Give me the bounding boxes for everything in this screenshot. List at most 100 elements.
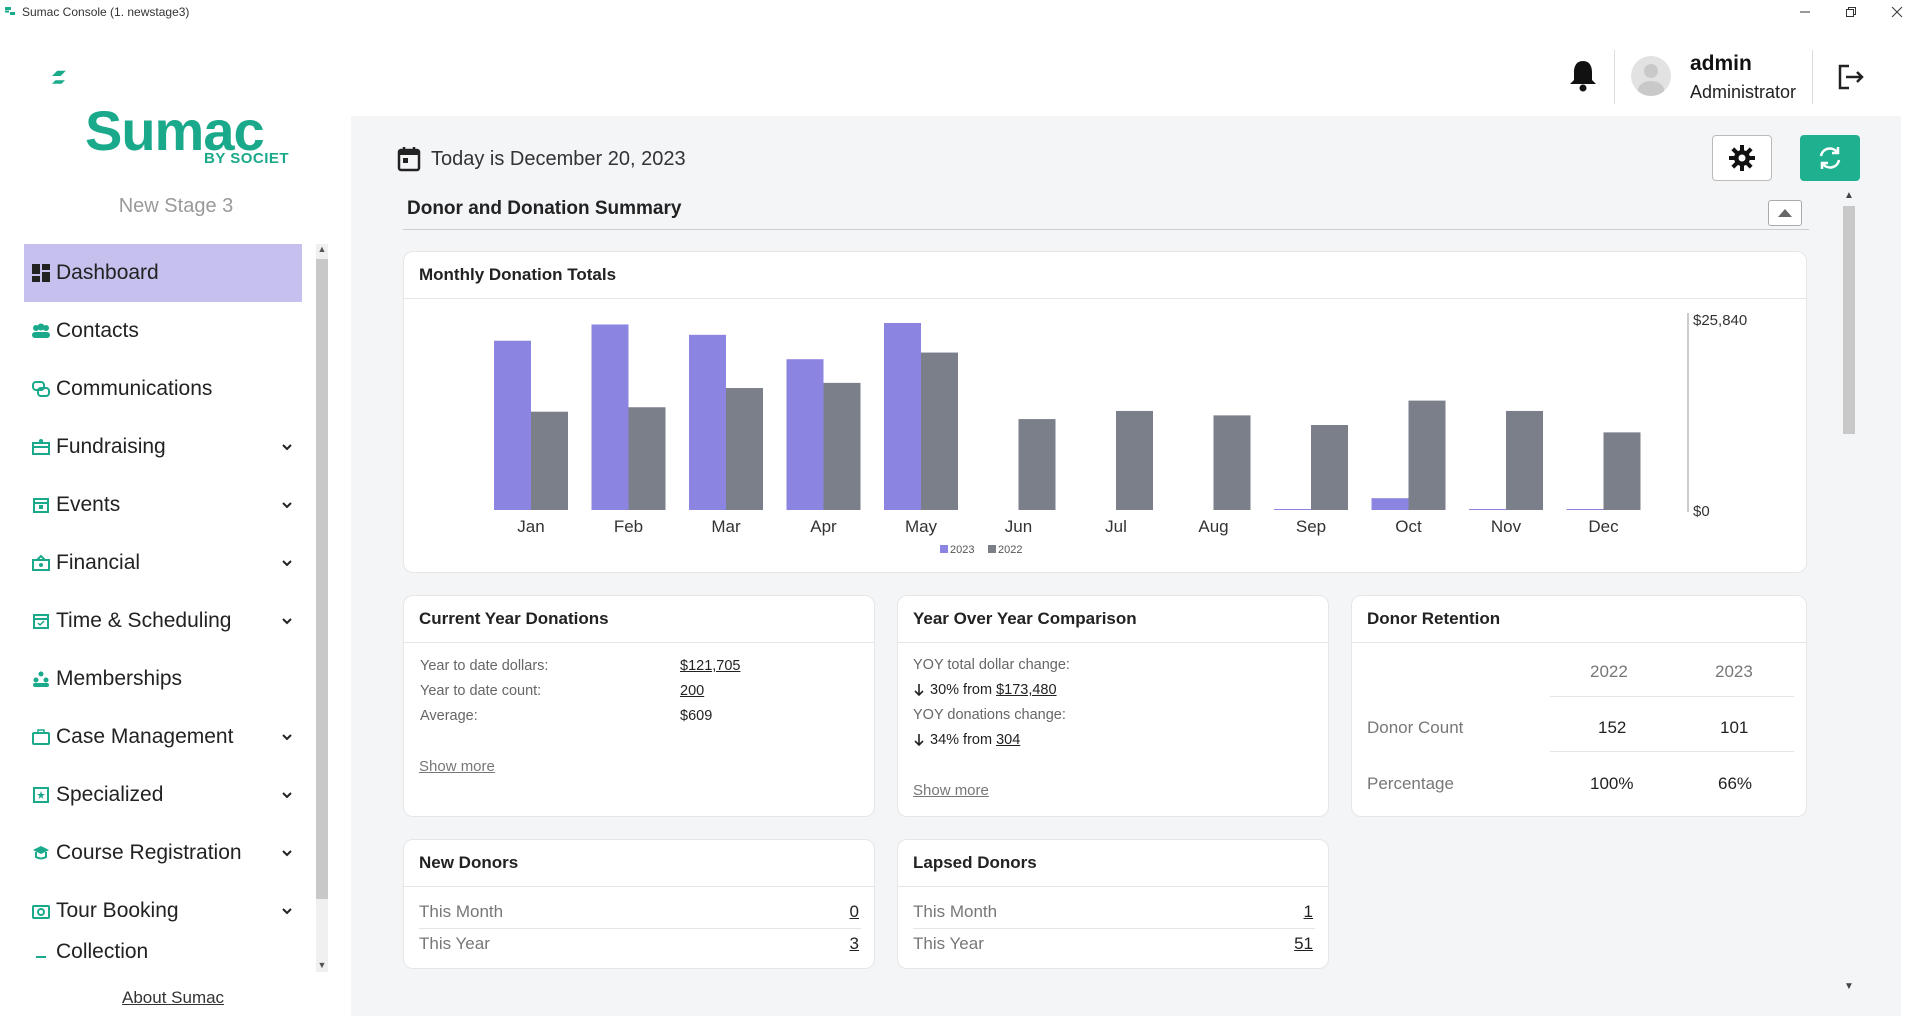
x-tick-label: Dec	[1588, 517, 1619, 536]
ytd-count-link[interactable]: 200	[680, 683, 705, 699]
app-icon	[5, 7, 15, 15]
new-donors-this-month-link[interactable]: 0	[849, 902, 859, 921]
bar-2023-sep	[1274, 509, 1311, 510]
about-sumac-link[interactable]: About Sumac	[122, 988, 225, 1007]
sidebar-item-course-registration[interactable]: Course Registration	[24, 824, 302, 882]
notification-bell-icon[interactable]	[1568, 58, 1598, 92]
scrollbar-thumb[interactable]	[1843, 206, 1855, 434]
monthly-donation-chart: Jan Feb Mar Apr May Jun Jul Aug Sep Oct Nov Dec $25,…	[494, 312, 1747, 556]
sidebar-scrollbar[interactable]: ▲ ▼	[316, 244, 328, 972]
percentage-2022: 100%	[1590, 774, 1634, 793]
logout-icon[interactable]	[1836, 62, 1866, 92]
sidebar-item-events[interactable]: Events	[24, 476, 302, 534]
arrow-down-icon	[914, 734, 924, 747]
sumac-logo-mark	[52, 70, 66, 84]
chevron-down-icon	[282, 502, 292, 509]
sidebar-item-label: Collection	[56, 940, 149, 963]
refresh-button[interactable]	[1800, 135, 1860, 181]
bar-2023-feb	[591, 324, 629, 510]
sidebar-item-contacts[interactable]: Contacts	[24, 302, 302, 360]
yoy-dollar-link[interactable]: $173,480	[996, 682, 1057, 698]
communications-icon	[30, 378, 52, 400]
sidebar-item-tour-booking[interactable]: Tour Booking	[24, 882, 302, 940]
scroll-down-arrow-icon[interactable]: ▼	[1844, 981, 1854, 992]
legend-swatch	[988, 545, 996, 553]
minimize-button[interactable]	[1782, 0, 1828, 24]
x-tick-label: Feb	[614, 517, 643, 536]
sidebar-item-label: Communications	[56, 377, 213, 400]
sidebar-item-collection[interactable]: Collection	[24, 940, 302, 970]
events-icon	[30, 494, 52, 516]
bar-2022-dec	[1603, 432, 1641, 510]
scroll-up-arrow-icon[interactable]: ▲	[317, 244, 327, 254]
card-title: Year Over Year Comparison	[898, 596, 1328, 643]
row-divider	[1550, 696, 1794, 697]
sidebar-item-communications[interactable]: Communications	[24, 360, 302, 418]
sidebar-item-dashboard[interactable]: Dashboard	[24, 244, 302, 302]
scroll-up-arrow-icon[interactable]: ▲	[1844, 190, 1854, 201]
y-tick-label: $25,840	[1693, 312, 1747, 329]
yoy-dollar-change: 30% from $173,480	[913, 682, 1057, 698]
yoy-count-change: 34% from 304	[913, 732, 1020, 748]
sidebar-item-financial[interactable]: Financial	[24, 534, 302, 592]
bar-2023-dec	[1566, 509, 1604, 510]
scroll-down-arrow-icon[interactable]: ▼	[317, 960, 327, 970]
section-divider	[403, 229, 1809, 230]
sidebar-item-memberships[interactable]: Memberships	[24, 650, 302, 708]
restore-button[interactable]	[1828, 0, 1874, 24]
calendar-icon	[397, 147, 421, 172]
chevron-down-icon	[282, 792, 292, 799]
bar-2023-nov	[1469, 509, 1506, 510]
specialized-icon	[30, 784, 52, 806]
sumac-logo-subtitle: BY SOCIET	[204, 150, 290, 167]
bar-2022-jan	[531, 411, 568, 510]
chevron-down-icon	[282, 444, 292, 451]
sidebar-item-time-scheduling[interactable]: Time & Scheduling	[24, 592, 302, 650]
sidebar-item-fundraising[interactable]: Fundraising	[24, 418, 302, 476]
avatar[interactable]	[1631, 56, 1671, 96]
retention-year-header: 2022	[1590, 662, 1628, 681]
triangle-up-icon	[1778, 209, 1792, 217]
ytd-dollars-label: Year to date dollars:	[420, 658, 549, 674]
x-tick-label: Mar	[711, 517, 741, 536]
x-tick-label: Jun	[1005, 517, 1032, 536]
lapsed-donors-this-year-link[interactable]: 51	[1294, 934, 1313, 953]
show-more-link[interactable]: Show more	[419, 758, 495, 775]
bar-2022-may	[921, 352, 958, 510]
header-divider	[1614, 50, 1615, 104]
percentage-2023: 66%	[1718, 774, 1753, 793]
y-tick-label: $0	[1693, 503, 1710, 520]
case-icon	[30, 726, 52, 748]
close-window-button[interactable]	[1874, 0, 1920, 24]
sidebar-item-label: Specialized	[56, 783, 164, 806]
legend-label: 2023	[950, 544, 974, 556]
scrollbar-thumb[interactable]	[316, 259, 328, 899]
card-title: Donor Retention	[1352, 596, 1806, 643]
bar-2022-nov	[1506, 410, 1543, 510]
main-scrollbar[interactable]: ▲ ▼	[1841, 190, 1857, 992]
chevron-down-icon	[282, 618, 292, 625]
sidebar-item-case-management[interactable]: Case Management	[24, 708, 302, 766]
yoy-count-link[interactable]: 304	[996, 732, 1021, 748]
show-more-link[interactable]: Show more	[913, 782, 989, 799]
sidebar-item-label: Financial	[56, 551, 141, 574]
bar-2023-apr	[786, 359, 824, 510]
ytd-dollars-link[interactable]: $121,705	[680, 658, 741, 674]
window-title: Sumac Console (1. newstage3)	[22, 5, 190, 19]
sidebar-nav: Dashboard Contacts Communications Fundra…	[24, 244, 302, 972]
row-divider	[1550, 751, 1794, 752]
sumac-logo-text: Sumac	[85, 99, 265, 162]
new-donors-this-year-link[interactable]: 3	[849, 934, 859, 953]
header-divider	[1812, 50, 1813, 104]
calendar-icon	[30, 610, 52, 632]
dashboard-settings-button[interactable]	[1712, 135, 1772, 181]
sidebar-item-specialized[interactable]: Specialized	[24, 766, 302, 824]
row-divider	[913, 928, 1315, 929]
yoy-count-pct: 34% from	[930, 732, 993, 748]
this-month-label: This Month	[419, 902, 504, 921]
card-title: Monthly Donation Totals	[404, 252, 1806, 299]
collapse-section-button[interactable]	[1768, 200, 1802, 226]
lapsed-donors-this-month-link[interactable]: 1	[1303, 902, 1313, 921]
donor-count-2023: 101	[1720, 718, 1749, 737]
sidebar-item-label: Dashboard	[56, 261, 159, 284]
